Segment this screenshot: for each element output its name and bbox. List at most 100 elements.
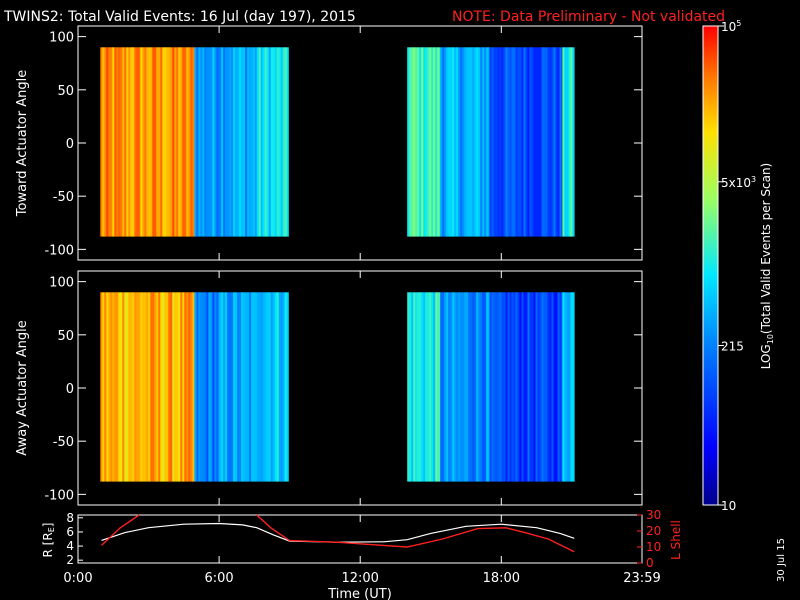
- heatmap-cell: [409, 47, 412, 237]
- heatmap-cell: [466, 292, 469, 482]
- heatmap-cell: [525, 47, 528, 237]
- heatmap-cell: [566, 47, 569, 237]
- heatmap-cell: [437, 47, 440, 237]
- heatmap-cell: [541, 47, 544, 237]
- heatmap-cell: [264, 292, 268, 482]
- heatmap-cell: [431, 47, 434, 237]
- heatmap-cell: [464, 292, 467, 482]
- heatmap-cell: [553, 47, 556, 237]
- x-tick-label: 18:00: [483, 571, 520, 586]
- heatmap-cell: [116, 47, 119, 237]
- heatmap-cell: [462, 292, 465, 482]
- heatmap-cell: [417, 47, 420, 237]
- radius-tick-label: 8: [66, 511, 74, 525]
- heatmap-cell: [482, 47, 485, 237]
- heatmap-cell: [458, 47, 461, 237]
- heatmap-cell: [274, 47, 278, 237]
- radius-tick-label: 2: [66, 553, 74, 567]
- heatmap-cell: [519, 292, 522, 482]
- heatmap-cell: [484, 292, 487, 482]
- heatmap-cell: [545, 292, 548, 482]
- y-tick-label: 100: [49, 31, 74, 46]
- heatmap-cell: [495, 292, 498, 482]
- heatmap-cell: [136, 47, 139, 237]
- heatmap-cell: [231, 47, 234, 237]
- x-ticks: 0:00 6:00 12:00 18:00 23:59: [63, 26, 661, 586]
- heatmap-cell: [547, 47, 550, 237]
- heatmap-cell: [446, 292, 449, 482]
- heatmap-cell: [533, 47, 536, 237]
- heatmap-cell: [472, 47, 475, 237]
- heatmap-cell: [513, 292, 516, 482]
- heatmap-cell: [491, 292, 494, 482]
- heatmap-cell: [124, 47, 127, 237]
- heatmap-cell: [478, 292, 481, 482]
- heatmap-cell: [110, 47, 113, 237]
- heatmap-cell: [200, 292, 203, 482]
- heatmap-cell: [184, 47, 187, 237]
- heatmap-cell: [433, 292, 436, 482]
- heatmap-cell: [521, 47, 524, 237]
- heatmap-cell: [118, 47, 121, 237]
- heatmap-cell: [256, 47, 260, 237]
- heatmap-cell: [519, 47, 522, 237]
- y-tick-label: 100: [49, 276, 74, 291]
- heatmap-cell: [192, 292, 195, 482]
- heatmap-cell: [499, 47, 502, 237]
- heatmap-cell: [464, 47, 467, 237]
- heatmap-cell: [214, 47, 217, 237]
- heatmap-cell: [468, 47, 471, 237]
- heatmap-cell: [572, 47, 575, 237]
- heatmap-cell: [268, 292, 272, 482]
- heatmap-cell: [557, 292, 560, 482]
- heatmap-cell: [442, 292, 445, 482]
- heatmap-cell: [566, 292, 569, 482]
- heatmap-cell: [162, 292, 165, 482]
- heatmap-cell: [421, 292, 424, 482]
- heatmap-cell: [138, 47, 141, 237]
- heatmap-cell: [196, 292, 199, 482]
- heatmap-cell: [251, 47, 254, 237]
- heatmap-cell: [262, 47, 266, 237]
- colorbar-tick-label: 5x103: [721, 175, 756, 190]
- heatmap-cell: [186, 47, 189, 237]
- heatmap-cell: [204, 47, 207, 237]
- heatmap-cell: [511, 47, 514, 237]
- heatmap-cell: [553, 292, 556, 482]
- heatmap-cell: [486, 292, 489, 482]
- heatmap-cell: [507, 292, 510, 482]
- heatmap-cell: [482, 292, 485, 482]
- heatmap-cell: [409, 292, 412, 482]
- heatmap-cell: [225, 47, 228, 237]
- heatmap-cell: [170, 47, 173, 237]
- heatmap-cell: [166, 47, 169, 237]
- heatmap-cell: [450, 292, 453, 482]
- heatmap-cell: [549, 292, 552, 482]
- heatmap-cell: [531, 292, 534, 482]
- heatmap-cell: [241, 292, 244, 482]
- heatmap-cell: [486, 47, 489, 237]
- heatmap-cell: [547, 292, 550, 482]
- heatmap-cell: [126, 47, 129, 237]
- heatmap-cell: [120, 292, 123, 482]
- heatmap-cell: [568, 292, 571, 482]
- heatmap-cell: [431, 292, 434, 482]
- heatmap-cell: [174, 292, 177, 482]
- heatmap-cell: [233, 292, 236, 482]
- heatmap-cell: [505, 47, 508, 237]
- heatmap-cell: [545, 47, 548, 237]
- heatmap-cell: [264, 47, 268, 237]
- heatmap-cell: [456, 47, 459, 237]
- heatmap-cell: [439, 292, 441, 482]
- heatmap-cell: [114, 47, 117, 237]
- heatmap-cell: [134, 292, 137, 482]
- heatmap-cell: [433, 47, 436, 237]
- heatmap-cell: [407, 47, 410, 237]
- heatmap-cell: [537, 47, 540, 237]
- heatmap-cell: [108, 292, 111, 482]
- heatmap-cell: [278, 47, 282, 237]
- heatmap-cell: [462, 47, 465, 237]
- heatmap-cell: [104, 292, 107, 482]
- heatmap-cell: [543, 47, 546, 237]
- heatmap-cell: [253, 47, 256, 237]
